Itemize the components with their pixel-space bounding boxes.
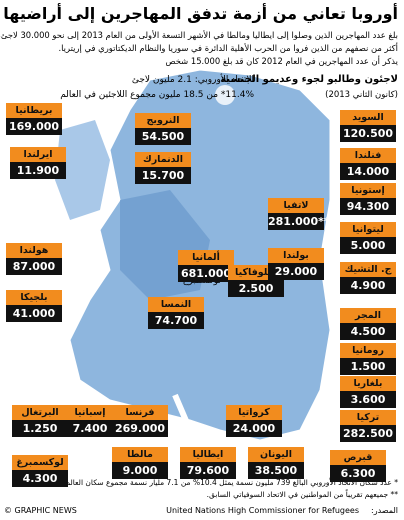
- country-name: قبرص: [330, 450, 386, 465]
- source: United Nations High Commissioner for Ref…: [166, 506, 359, 515]
- country-label: إستونيا 94.300: [340, 183, 396, 215]
- country-value: 94.300: [340, 198, 396, 215]
- source-label: المصدر:: [371, 506, 398, 515]
- country-name: الدنمارك: [135, 152, 191, 167]
- country-name: ايرلندا: [10, 147, 66, 162]
- country-label: مالطا 9.000: [112, 447, 168, 479]
- country-label: ايطاليا 79.600: [180, 447, 236, 479]
- country-name: تركيا: [340, 410, 396, 425]
- country-name: هولندا: [6, 243, 62, 258]
- country-label: إسبانيا 7.400: [62, 405, 118, 437]
- country-name: اليونان: [248, 447, 304, 462]
- country-value: 79.600: [180, 462, 236, 479]
- country-name: فرنسا: [112, 405, 168, 420]
- legend-heading: لاجئون وطالبو لجوء وعديمو الجنسية: [220, 74, 398, 85]
- country-name: لاتفيا: [268, 198, 324, 213]
- country-name: السويد: [340, 110, 396, 125]
- footnote: ** جميعهم تقريباً من المواطنين في الاتحا…: [206, 490, 398, 499]
- country-value: 281.000**: [268, 213, 330, 230]
- country-name: ج. التشيك: [340, 262, 396, 277]
- country-value: 14.000: [340, 163, 396, 180]
- country-label: بلجيكا 41.000: [6, 290, 62, 322]
- country-value: 1.250: [12, 420, 68, 437]
- title: أوروبا تعاني من أزمة تدفق المهاجرين إلى …: [3, 4, 398, 23]
- country-value: 6.300: [330, 465, 386, 482]
- country-value: 87.000: [6, 258, 62, 275]
- country-value: 4.900: [340, 277, 396, 294]
- country-label: اليونان 38.500: [248, 447, 304, 479]
- country-label: النمسا 74.700: [148, 297, 204, 329]
- country-value: 681.000: [178, 265, 234, 282]
- country-value: 4.500: [340, 323, 396, 340]
- country-label: المجر 4.500: [340, 308, 396, 340]
- eu-share: 11.4%* من 18.5 مليون مجموع اللاجئين في ا…: [60, 90, 254, 100]
- country-value: 38.500: [248, 462, 304, 479]
- country-label: رومانيا 1.500: [340, 343, 396, 375]
- country-label: لاتفيا 281.000**: [268, 198, 330, 230]
- country-name: ايطاليا: [180, 447, 236, 462]
- country-value: 5.000: [340, 237, 396, 254]
- eu-total: الاتحاد الأوروبي: 2.1 مليون لاجئ: [131, 75, 254, 85]
- country-name: المجر: [340, 308, 396, 323]
- country-name: ليتوانيا: [340, 222, 396, 237]
- country-name: النمسا: [148, 297, 204, 312]
- country-name: لوكسمبرغ: [12, 455, 68, 470]
- country-name: ألمانيا: [178, 250, 234, 265]
- country-label: السويد 120.500: [340, 110, 396, 142]
- country-label: ج. التشيك 4.900: [340, 262, 396, 294]
- country-label: البرتغال 1.250: [12, 405, 68, 437]
- country-name: بلجيكا: [6, 290, 62, 305]
- country-label: ايرلندا 11.900: [10, 147, 66, 179]
- country-name: البرتغال: [12, 405, 68, 420]
- country-value: 3.600: [340, 391, 396, 408]
- country-name: إستونيا: [340, 183, 396, 198]
- country-value: 282.500: [340, 425, 396, 442]
- country-label: كرواتيا 24.000: [226, 405, 282, 437]
- intro-line: بلغ عدد المهاجرين الذين وصلوا إلى ايطالي…: [0, 30, 398, 40]
- country-value: 4.300: [12, 470, 68, 487]
- country-value: 269.000: [112, 420, 168, 437]
- country-label: قبرص 6.300: [330, 450, 386, 482]
- country-value: 11.900: [10, 162, 66, 179]
- footnote: * عدد سكان الاتحاد الأوروبي البالغ 739 م…: [63, 478, 398, 487]
- country-name: بولندا: [268, 248, 324, 263]
- country-value: 54.500: [135, 128, 191, 145]
- country-value: 120.500: [340, 125, 396, 142]
- country-label: ليتوانيا 5.000: [340, 222, 396, 254]
- country-value: 9.000: [112, 462, 168, 479]
- country-name: مالطا: [112, 447, 168, 462]
- country-value: 41.000: [6, 305, 62, 322]
- country-value: 1.500: [340, 358, 396, 375]
- intro-line: يذكر أن عدد المهاجرين في العام 2012 كان …: [165, 56, 399, 66]
- country-name: النرويج: [135, 113, 191, 128]
- country-value: 24.000: [226, 420, 282, 437]
- country-value: 169.000: [6, 118, 62, 135]
- intro-line: أكثر من نصفهم من الذين فروا من الحرب الأ…: [58, 43, 398, 53]
- country-name: كرواتيا: [226, 405, 282, 420]
- country-label: الدنمارك 15.700: [135, 152, 191, 184]
- country-value: 7.400: [62, 420, 118, 437]
- country-name: رومانيا: [340, 343, 396, 358]
- country-label: فرنسا 269.000: [112, 405, 168, 437]
- country-label: بولندا 29.000: [268, 248, 324, 280]
- country-label: بلغاريا 3.600: [340, 376, 396, 408]
- legend-date: (كانون الثاني 2013): [325, 90, 398, 100]
- country-label: فنلندا 14.000: [340, 148, 396, 180]
- credit: © GRAPHIC NEWS: [4, 506, 77, 515]
- country-value: 29.000: [268, 263, 324, 280]
- country-value: 15.700: [135, 167, 191, 184]
- country-label: ألمانيا 681.000: [178, 250, 234, 282]
- country-name: فنلندا: [340, 148, 396, 163]
- country-value: 2.500: [228, 280, 284, 297]
- country-label: هولندا 87.000: [6, 243, 62, 275]
- country-name: بلغاريا: [340, 376, 396, 391]
- country-label: تركيا 282.500: [340, 410, 396, 442]
- country-name: بريطانيا: [6, 103, 62, 118]
- country-name: إسبانيا: [62, 405, 118, 420]
- country-label: النرويج 54.500: [135, 113, 191, 145]
- country-label: بريطانيا 169.000: [6, 103, 62, 135]
- country-label: لوكسمبرغ 4.300: [12, 455, 68, 487]
- country-value: 74.700: [148, 312, 204, 329]
